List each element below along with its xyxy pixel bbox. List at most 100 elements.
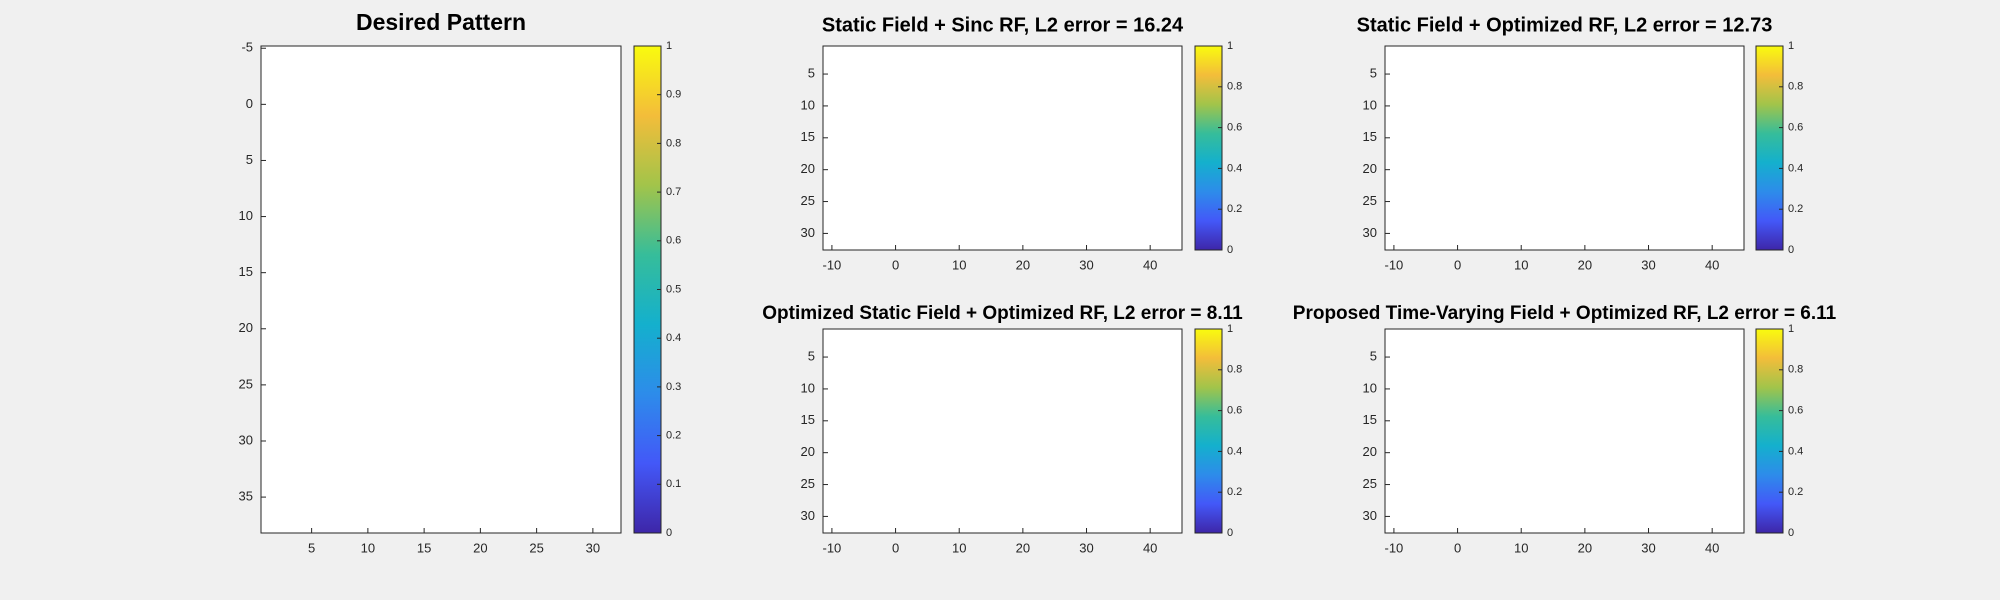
colorbar-tick-label: 0.4 [1788, 445, 1803, 457]
x-tick-label: 20 [1578, 540, 1592, 555]
colorbar-tick-label: 0.8 [666, 137, 681, 149]
colorbar-tick-label: 0.8 [1227, 81, 1242, 93]
x-tick-label: 0 [1454, 257, 1461, 272]
y-tick-label: 25 [239, 376, 253, 391]
chart-title: Static Field + Sinc RF, L2 error = 16.24 [822, 14, 1184, 36]
y-tick-label: 30 [1363, 508, 1377, 523]
x-tick-label: 0 [1454, 540, 1461, 555]
chart-title: Optimized Static Field + Optimized RF, L… [762, 303, 1243, 324]
y-tick-label: 25 [801, 476, 815, 491]
x-tick-label: 40 [1143, 540, 1157, 555]
colorbar-tick-label: 0.6 [1788, 405, 1803, 417]
axes-background [822, 328, 1183, 534]
colorbar-tick-label: 0.4 [1788, 162, 1803, 174]
colorbar-tick-label: 0.3 [666, 381, 681, 393]
colorbar-tick-label: 0.9 [666, 89, 681, 101]
x-tick-label: 0 [892, 257, 899, 272]
x-tick-label: 30 [586, 540, 600, 555]
colorbar-tick-label: 1 [1227, 40, 1233, 52]
y-tick-label: 0 [246, 96, 253, 111]
colorbar-tick-label: 0.6 [1227, 122, 1242, 134]
colorbar [1194, 328, 1223, 534]
x-tick-label: 40 [1143, 257, 1157, 272]
x-tick-label: 20 [1578, 257, 1592, 272]
x-tick-label: 10 [361, 540, 375, 555]
x-tick-label: 30 [1641, 257, 1655, 272]
y-tick-label: 25 [801, 193, 815, 208]
y-tick-label: 30 [1363, 225, 1377, 240]
y-tick-label: 10 [801, 380, 815, 395]
colorbar-tick-label: 1 [1788, 40, 1794, 52]
y-tick-label: 20 [239, 320, 253, 335]
colorbar-tick-label: 0.2 [1788, 486, 1803, 498]
y-tick-label: -5 [241, 40, 253, 55]
colorbar-tick-label: 0.2 [1227, 486, 1242, 498]
y-tick-label: 35 [239, 489, 253, 504]
y-tick-label: 5 [808, 65, 815, 80]
x-tick-label: -10 [1385, 540, 1404, 555]
colorbar-tick-label: 0.6 [1227, 405, 1242, 417]
colorbar-tick-label: 1 [1227, 323, 1233, 335]
y-tick-label: 30 [801, 225, 815, 240]
y-tick-label: 10 [239, 208, 253, 223]
y-tick-label: 20 [1363, 161, 1377, 176]
x-tick-label: -10 [1385, 257, 1404, 272]
chart-title: Proposed Time-Varying Field + Optimized … [1293, 303, 1837, 324]
colorbar [633, 45, 662, 534]
colorbar-tick-label: 0.6 [666, 235, 681, 247]
y-tick-label: 15 [1363, 412, 1377, 427]
x-tick-label: 15 [417, 540, 431, 555]
colorbar-tick-label: 0.4 [1227, 162, 1242, 174]
axes-background [1384, 328, 1745, 534]
y-tick-label: 30 [801, 508, 815, 523]
x-tick-label: 20 [1016, 540, 1030, 555]
colorbar-tick-label: 0.8 [1227, 364, 1242, 376]
y-tick-label: 30 [239, 432, 253, 447]
x-tick-label: 0 [892, 540, 899, 555]
chart-title: Static Field + Optimized RF, L2 error = … [1357, 14, 1773, 36]
y-tick-label: 20 [801, 444, 815, 459]
y-tick-label: 15 [1363, 129, 1377, 144]
y-tick-label: 5 [1370, 348, 1377, 363]
colorbar-tick-label: 0.2 [666, 430, 681, 442]
colorbar-tick-label: 0.2 [1227, 203, 1242, 215]
colorbar-tick-label: 0.1 [666, 478, 681, 490]
colorbar-tick-label: 0.2 [1788, 203, 1803, 215]
colorbar-tick-label: 0.4 [666, 332, 681, 344]
x-tick-label: 10 [952, 540, 966, 555]
y-tick-label: 5 [1370, 65, 1377, 80]
axes-background [260, 45, 622, 534]
y-tick-label: 20 [1363, 444, 1377, 459]
y-tick-label: 10 [1363, 97, 1377, 112]
colorbar [1755, 328, 1784, 534]
x-tick-label: -10 [823, 540, 842, 555]
x-tick-label: 10 [1514, 540, 1528, 555]
x-tick-label: 40 [1705, 257, 1719, 272]
y-tick-label: 5 [808, 348, 815, 363]
colorbar-tick-label: 0.5 [666, 283, 681, 295]
y-tick-label: 25 [1363, 476, 1377, 491]
colorbar-tick-label: 0 [1227, 244, 1233, 256]
chart-title: Desired Pattern [356, 9, 526, 35]
colorbar [1755, 45, 1784, 251]
axes-background [822, 45, 1183, 251]
y-tick-label: 5 [246, 152, 253, 167]
colorbar [1194, 45, 1223, 251]
y-tick-label: 20 [801, 161, 815, 176]
colorbar-tick-label: 0 [1788, 527, 1794, 539]
x-tick-label: 5 [308, 540, 315, 555]
x-tick-label: 10 [1514, 257, 1528, 272]
x-tick-label: 20 [473, 540, 487, 555]
y-tick-label: 10 [801, 97, 815, 112]
x-tick-label: 30 [1079, 257, 1093, 272]
y-tick-label: 25 [1363, 193, 1377, 208]
colorbar-tick-label: 0.8 [1788, 81, 1803, 93]
colorbar-tick-label: 1 [1788, 323, 1794, 335]
colorbar-tick-label: 0 [1227, 527, 1233, 539]
x-tick-label: 25 [529, 540, 543, 555]
colorbar-tick-label: 0.6 [1788, 122, 1803, 134]
x-tick-label: 40 [1705, 540, 1719, 555]
y-tick-label: 15 [801, 412, 815, 427]
x-tick-label: 30 [1079, 540, 1093, 555]
axes-background [1384, 45, 1745, 251]
